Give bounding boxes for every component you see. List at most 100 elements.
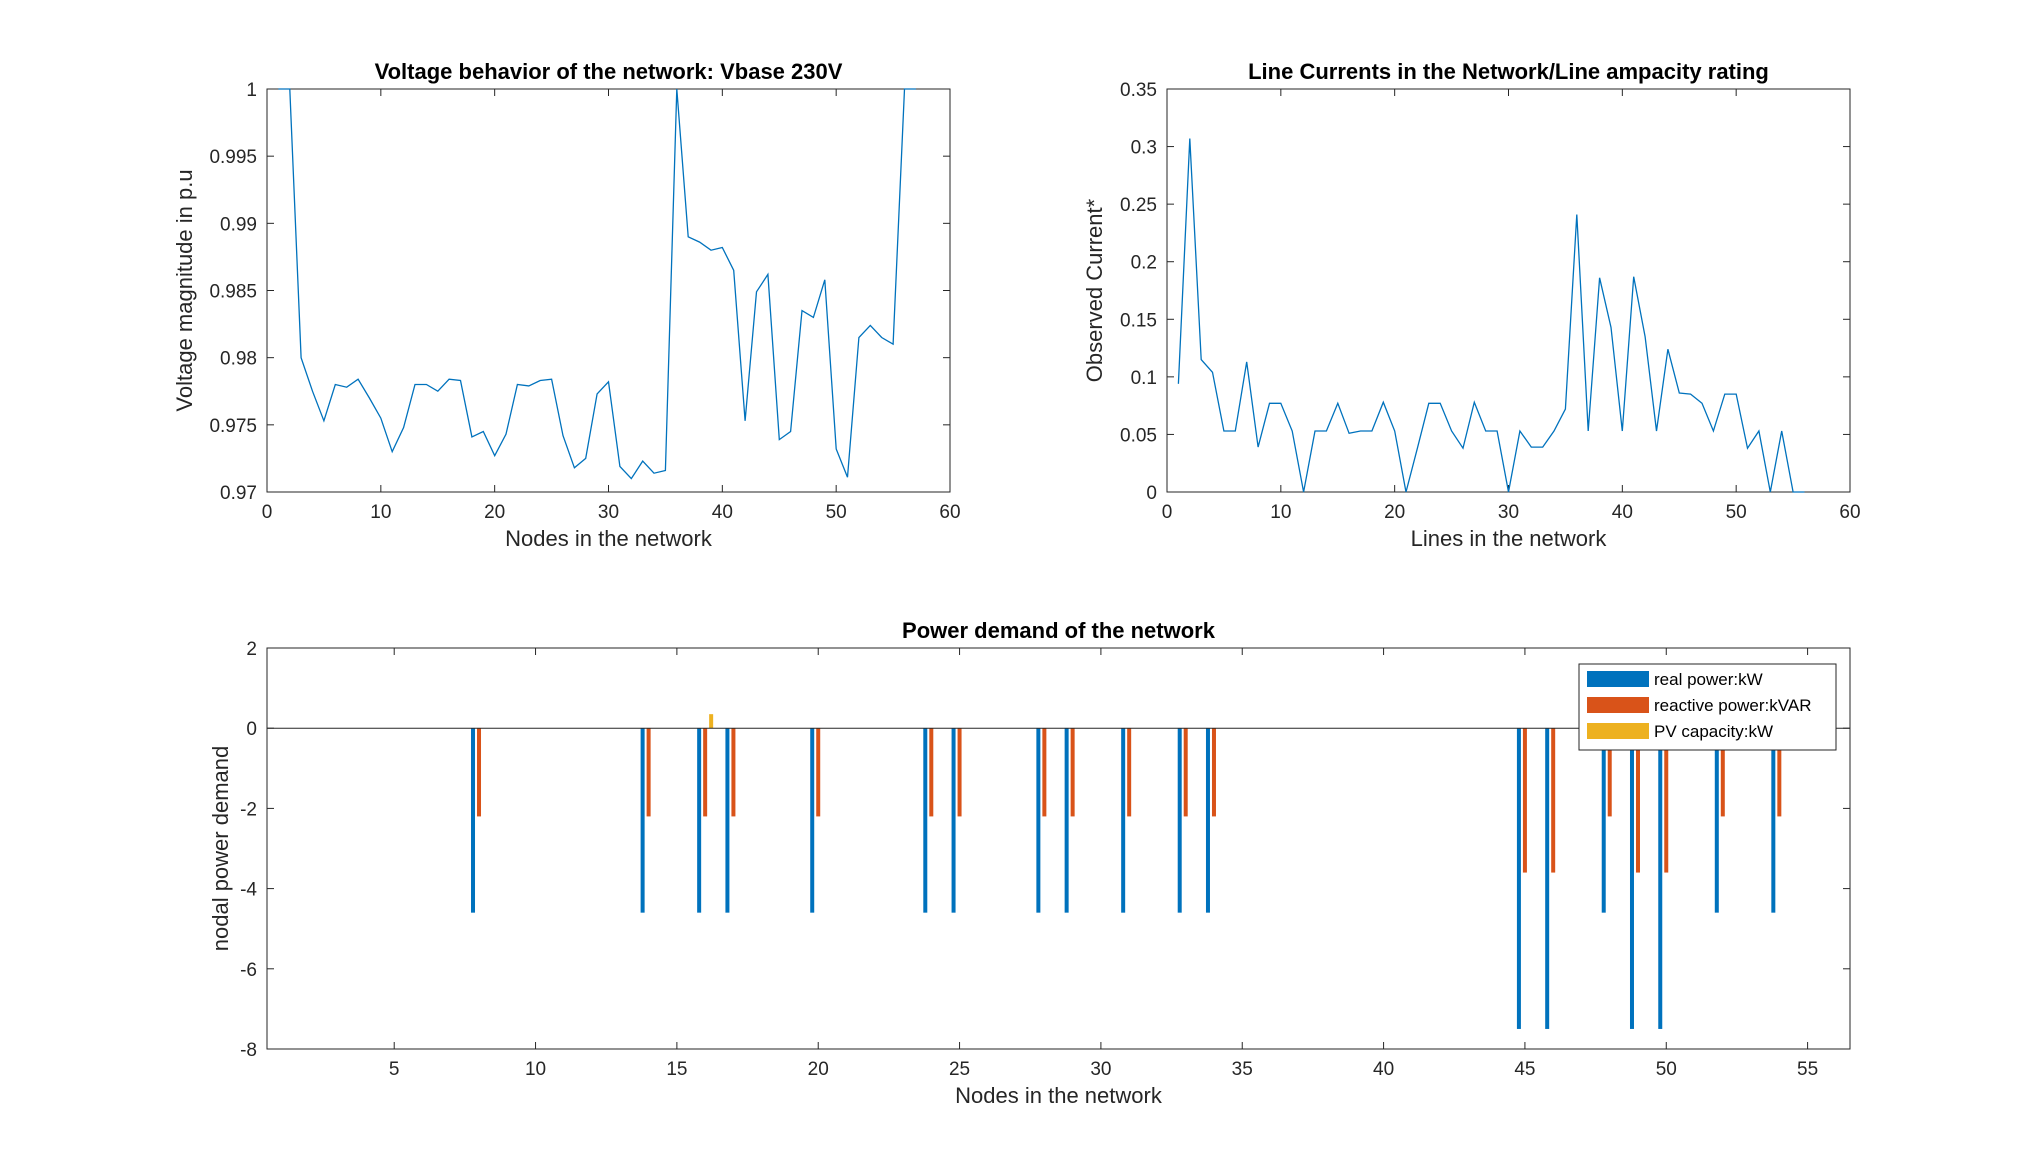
legend-swatch <box>1587 671 1649 687</box>
x-tick-label: 10 <box>1270 502 1291 523</box>
bar <box>1714 728 1719 913</box>
x-tick-label: 15 <box>666 1059 687 1080</box>
x-tick-label: 0 <box>262 502 273 523</box>
x-tick-label: 40 <box>712 502 733 523</box>
bar <box>1042 728 1047 817</box>
x-tick-label: 30 <box>1090 1059 1111 1080</box>
y-tick-label: -4 <box>240 880 257 901</box>
x-tick-label: 60 <box>939 502 960 523</box>
x-tick-label: 20 <box>1384 502 1405 523</box>
bar <box>1121 728 1126 913</box>
bar <box>1211 728 1216 817</box>
x-tick-label: 0 <box>1162 502 1173 523</box>
bar <box>709 714 714 729</box>
x-tick-label: 60 <box>1839 502 1860 523</box>
bar <box>725 728 730 913</box>
y-tick-label: 0 <box>1146 483 1157 504</box>
bar <box>1036 728 1041 913</box>
x-tick-label: 50 <box>1726 502 1747 523</box>
bar <box>929 728 934 817</box>
bar <box>1720 728 1725 817</box>
y-tick-label: 0 <box>246 719 257 740</box>
y-tick-label: -8 <box>240 1040 257 1061</box>
y-tick-label: 0.975 <box>209 416 257 437</box>
x-tick-label: 50 <box>1656 1059 1677 1080</box>
bar <box>1601 728 1606 913</box>
bar <box>1177 728 1182 913</box>
bar <box>471 728 476 913</box>
chart-title: Power demand of the network <box>902 618 1216 643</box>
y-axis-label: nodal power demand <box>208 746 233 951</box>
y-tick-label: 0.2 <box>1131 253 1157 274</box>
x-tick-label: 20 <box>808 1059 829 1080</box>
x-axis-label: Lines in the network <box>1411 526 1608 551</box>
x-tick-label: 25 <box>949 1059 970 1080</box>
y-tick-label: -2 <box>240 799 257 820</box>
x-tick-label: 40 <box>1612 502 1633 523</box>
bar <box>957 728 962 817</box>
legend-swatch <box>1587 697 1649 713</box>
plot-frame <box>266 647 1851 1050</box>
currents-chart: 0 10 20 30 40 50 60 0 0.05 0.1 0.15 0.2 0.25 0.3 0.35 L… <box>1082 59 1861 551</box>
bar <box>1205 728 1210 913</box>
bar <box>1607 728 1612 817</box>
legend-label: reactive power:kVAR <box>1654 696 1811 715</box>
x-tick-label: 20 <box>484 502 505 523</box>
x-tick-label: 55 <box>1797 1059 1818 1080</box>
bar <box>1629 728 1634 1029</box>
y-tick-label: 0.1 <box>1131 368 1157 389</box>
legend-label: real power:kW <box>1654 670 1763 689</box>
y-tick-label: 0.15 <box>1120 310 1157 331</box>
y-tick-label: 2 <box>246 639 257 660</box>
bar <box>1664 728 1669 873</box>
bar <box>1127 728 1132 817</box>
bar <box>1070 728 1075 817</box>
y-tick-label: 0.98 <box>220 349 257 370</box>
legend-label: PV capacity:kW <box>1654 722 1773 741</box>
bar <box>1516 728 1521 1029</box>
bar <box>646 728 651 817</box>
voltage-chart: 0 10 20 30 40 50 60 0.97 0.975 0.98 0.985 0.99 0.995… <box>172 59 961 551</box>
series-line <box>1177 138 1805 493</box>
bar <box>1183 728 1188 817</box>
bar <box>1522 728 1527 873</box>
bar <box>923 728 928 913</box>
x-axis-label: Nodes in the network <box>505 526 713 551</box>
chart-title: Voltage behavior of the network: Vbase 2… <box>375 59 843 84</box>
y-tick-label: 0.3 <box>1131 138 1157 159</box>
x-tick-label: 45 <box>1514 1059 1535 1080</box>
x-tick-label: 10 <box>370 502 391 523</box>
bar <box>477 728 482 817</box>
x-tick-label: 30 <box>1498 502 1519 523</box>
y-tick-label: -6 <box>240 960 257 981</box>
bar <box>1777 728 1782 817</box>
x-tick-label: 5 <box>389 1059 400 1080</box>
bar <box>640 728 645 913</box>
y-tick-label: 1 <box>246 80 257 101</box>
x-axis-label: Nodes in the network <box>955 1083 1163 1108</box>
legend-swatch <box>1587 723 1649 739</box>
bar <box>1551 728 1556 873</box>
y-tick-label: 0.995 <box>209 147 257 168</box>
y-tick-label: 0.05 <box>1120 425 1157 446</box>
bar <box>1635 728 1640 873</box>
series-line <box>278 88 916 480</box>
power-demand-chart: 5 10 15 20 25 30 35 40 45 50 55 -8 -6 -4 -2 0 2 Power dem… <box>208 618 1851 1108</box>
y-tick-label: 0.99 <box>220 214 257 235</box>
bar <box>697 728 702 913</box>
x-tick-label: 35 <box>1232 1059 1253 1080</box>
bar <box>1545 728 1550 1029</box>
bar <box>810 728 815 913</box>
bar <box>703 728 708 817</box>
x-tick-label: 10 <box>525 1059 546 1080</box>
legend: real power:kW reactive power:kVAR PV capac… <box>1578 663 1837 751</box>
y-tick-label: 0.25 <box>1120 195 1157 216</box>
y-tick-label: 0.97 <box>220 483 257 504</box>
y-tick-label: 0.35 <box>1120 80 1157 101</box>
bar <box>951 728 956 913</box>
bar <box>731 728 736 817</box>
y-tick-label: 0.985 <box>209 282 257 303</box>
bar <box>1658 728 1663 1029</box>
bar <box>1771 728 1776 913</box>
